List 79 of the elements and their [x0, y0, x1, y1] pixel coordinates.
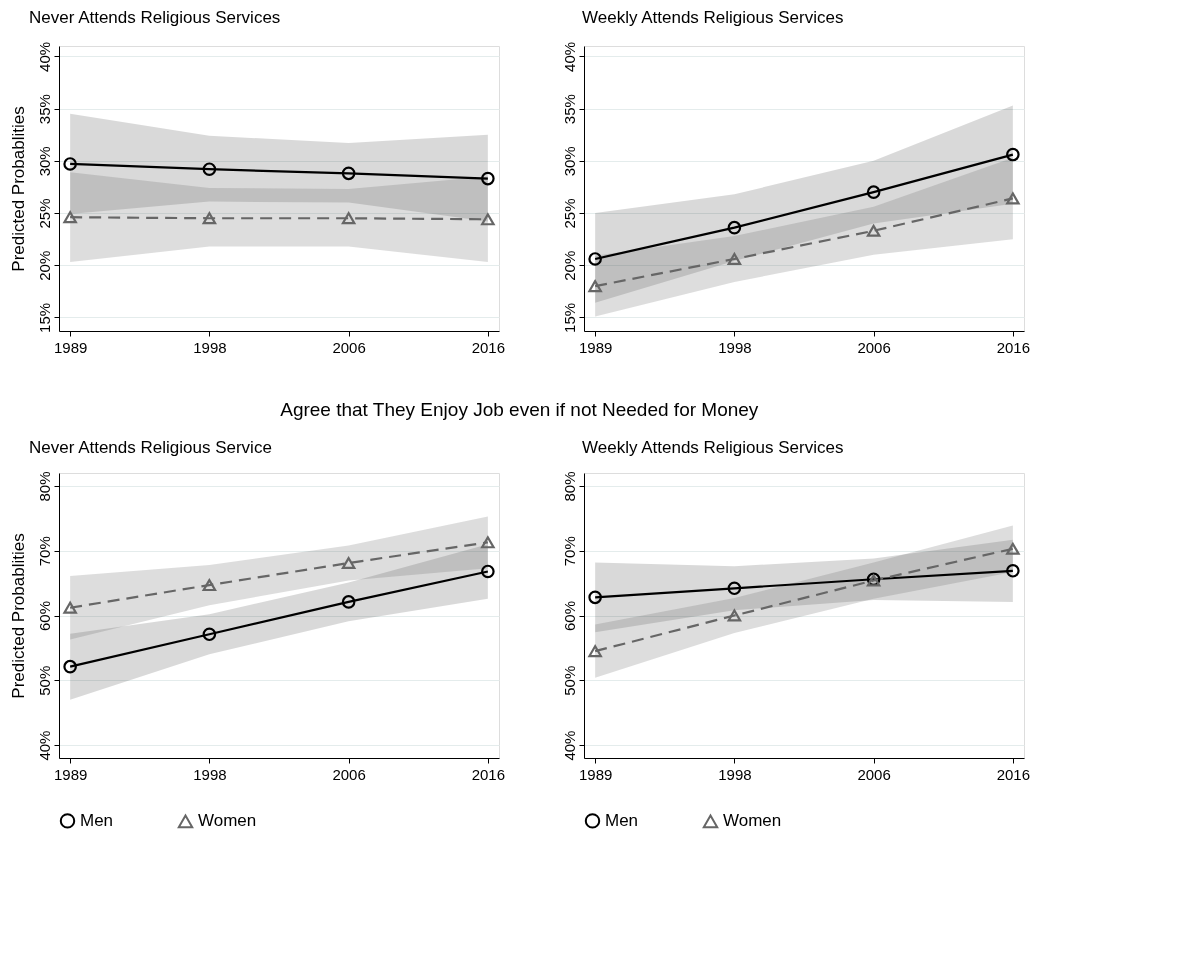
- point: [1006, 542, 1020, 555]
- y-tick-label: 80%: [560, 471, 578, 502]
- x-tick-label: 1998: [718, 338, 752, 356]
- point: [727, 581, 742, 596]
- point: [202, 579, 217, 592]
- x-tick-label: 1989: [578, 338, 613, 356]
- x-tick-label: 2016: [471, 765, 506, 783]
- y-axis-title: Predicted Probablities: [8, 533, 28, 699]
- y-tick-label: 20%: [35, 250, 53, 281]
- y-tick-label: 50%: [560, 665, 578, 696]
- y-axis-title: Predicted Probablities: [8, 106, 28, 272]
- y-tick-label: 40%: [35, 41, 53, 72]
- x-tick-label: 2006: [857, 338, 891, 356]
- text: Agree that They Enjoy Job even if not Needed for Money: [280, 399, 759, 421]
- x-tick-label: 1998: [193, 338, 227, 356]
- point: [341, 166, 356, 181]
- x-tick-label: 2006: [332, 338, 366, 356]
- point: [1006, 564, 1020, 578]
- y-tick-label: 50%: [35, 665, 53, 696]
- y-tick-label: 40%: [35, 730, 53, 761]
- y-tick-label: 40%: [560, 41, 578, 72]
- point: [866, 185, 881, 199]
- y-tick-label: 25%: [560, 198, 578, 229]
- point: [341, 212, 356, 225]
- x-tick-label: 2016: [996, 338, 1031, 356]
- y-tick-label: 30%: [35, 146, 53, 177]
- legend-label: Men: [605, 810, 639, 830]
- chart-title: Never Attends Religious Service: [29, 437, 272, 457]
- point: [1006, 192, 1020, 205]
- point: [588, 645, 602, 658]
- y-tick-label: 20%: [560, 250, 578, 281]
- x-tick-label: 2016: [996, 765, 1031, 783]
- legend-label: Women: [723, 811, 782, 831]
- chart-title: Weekly Attends Religious Services: [582, 8, 844, 28]
- point: [341, 595, 356, 609]
- y-tick-label: 70%: [560, 536, 578, 567]
- x-tick-label: 2006: [857, 765, 891, 783]
- y-tick-label: 40%: [560, 730, 578, 761]
- y-tick-label: 30%: [560, 146, 578, 177]
- y-tick-label: 15%: [560, 302, 578, 333]
- y-tick-label: 80%: [35, 471, 53, 502]
- point: [341, 557, 356, 570]
- point: [481, 564, 495, 579]
- point: [588, 590, 602, 605]
- point: [202, 162, 217, 176]
- point: [63, 601, 77, 614]
- x-tick-label: 2016: [471, 338, 506, 356]
- x-tick-label: 2006: [332, 765, 366, 783]
- y-tick-label: 35%: [35, 94, 53, 125]
- point: [727, 220, 742, 235]
- point: [63, 157, 77, 171]
- y-tick-label: 60%: [35, 600, 53, 632]
- y-tick-label: 15%: [35, 302, 53, 333]
- point: [866, 224, 881, 237]
- point: [202, 627, 217, 642]
- point: [481, 213, 495, 226]
- point: [727, 252, 742, 265]
- point: [588, 252, 602, 266]
- point: [481, 171, 495, 186]
- point: [481, 536, 495, 549]
- chart-title: Weekly Attends Religious Services: [582, 437, 844, 457]
- point: [202, 212, 217, 225]
- point: [588, 280, 602, 293]
- y-tick-label: 60%: [560, 600, 578, 632]
- point: [63, 211, 77, 224]
- x-tick-label: 1989: [53, 338, 88, 356]
- y-tick-label: 35%: [560, 94, 578, 125]
- x-tick-label: 1998: [193, 765, 227, 783]
- x-tick-label: 1989: [53, 765, 88, 783]
- y-tick-label: 70%: [35, 536, 53, 567]
- legend-label: Men: [80, 810, 114, 830]
- y-tick-label: 25%: [35, 198, 53, 229]
- legend-label: Women: [198, 811, 257, 831]
- point: [727, 609, 742, 622]
- x-tick-label: 1989: [578, 765, 613, 783]
- x-tick-label: 1998: [718, 765, 752, 783]
- point: [1006, 147, 1020, 162]
- chart-title: Never Attends Religious Services: [29, 8, 281, 28]
- point: [63, 659, 77, 674]
